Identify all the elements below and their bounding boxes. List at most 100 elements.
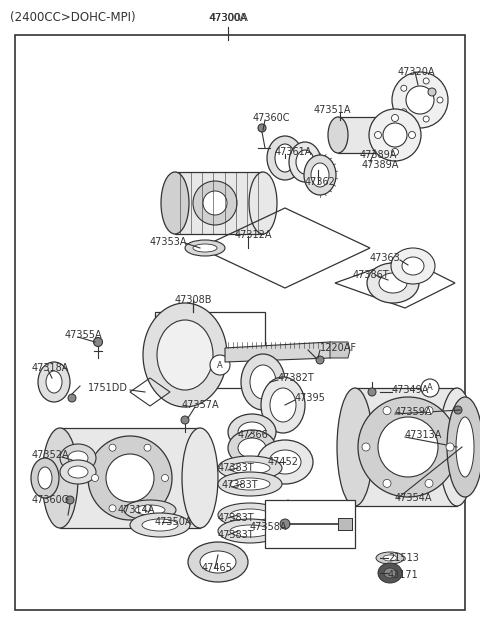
Ellipse shape (42, 428, 78, 528)
Ellipse shape (193, 244, 217, 252)
Text: 47314A: 47314A (118, 505, 156, 515)
Text: 47350A: 47350A (155, 517, 192, 527)
Ellipse shape (406, 86, 434, 114)
Ellipse shape (238, 422, 266, 442)
Ellipse shape (383, 555, 397, 561)
Text: 47465: 47465 (202, 563, 233, 573)
Ellipse shape (130, 513, 190, 537)
Ellipse shape (392, 72, 448, 128)
Ellipse shape (188, 542, 248, 582)
Ellipse shape (157, 320, 213, 390)
Ellipse shape (142, 519, 178, 531)
Circle shape (368, 388, 376, 396)
Text: 47352A: 47352A (32, 450, 70, 460)
Text: A: A (217, 361, 223, 370)
Text: 47361A: 47361A (275, 147, 312, 157)
Text: 1220AF: 1220AF (320, 343, 357, 353)
Text: 43171: 43171 (388, 570, 419, 580)
Bar (175, 172, 263, 234)
Ellipse shape (369, 109, 421, 161)
Text: 47383T: 47383T (222, 480, 259, 490)
Ellipse shape (230, 509, 270, 521)
Circle shape (362, 443, 370, 451)
Circle shape (181, 416, 189, 424)
Ellipse shape (358, 397, 458, 497)
Ellipse shape (38, 362, 70, 402)
Ellipse shape (228, 430, 276, 466)
Ellipse shape (31, 458, 59, 498)
Text: A: A (427, 384, 433, 392)
Ellipse shape (402, 257, 424, 275)
Ellipse shape (200, 551, 236, 573)
Text: 47363: 47363 (370, 253, 401, 263)
Ellipse shape (391, 248, 435, 284)
Ellipse shape (337, 388, 373, 506)
Circle shape (258, 124, 266, 132)
Ellipse shape (447, 397, 480, 497)
Text: 47300A: 47300A (209, 13, 247, 23)
Bar (155, 312, 265, 388)
Text: 47395: 47395 (295, 393, 326, 403)
Circle shape (94, 337, 103, 346)
Circle shape (425, 479, 433, 487)
Circle shape (383, 479, 391, 487)
Bar (265, 500, 355, 548)
Ellipse shape (275, 144, 295, 172)
Circle shape (392, 149, 398, 156)
Ellipse shape (38, 467, 52, 489)
Text: 21513: 21513 (388, 553, 419, 563)
Ellipse shape (378, 563, 402, 583)
Ellipse shape (241, 354, 285, 410)
Circle shape (66, 496, 74, 504)
Ellipse shape (380, 117, 400, 153)
Ellipse shape (250, 365, 276, 399)
Polygon shape (225, 342, 345, 362)
Text: 47349A: 47349A (392, 385, 430, 395)
Ellipse shape (230, 478, 270, 490)
Text: 47308B: 47308B (174, 295, 212, 305)
Ellipse shape (203, 191, 227, 215)
Bar (338, 518, 352, 530)
Text: 47358A: 47358A (249, 522, 287, 532)
Text: 47351A: 47351A (314, 105, 351, 115)
Circle shape (92, 475, 98, 482)
Bar (338, 117, 390, 153)
Circle shape (401, 85, 407, 91)
Text: 47312A: 47312A (235, 230, 273, 240)
Ellipse shape (182, 428, 218, 528)
Ellipse shape (230, 462, 270, 474)
Ellipse shape (106, 454, 154, 502)
Circle shape (408, 132, 416, 139)
Polygon shape (330, 342, 350, 358)
Ellipse shape (228, 414, 276, 450)
Text: 47386T: 47386T (353, 270, 390, 280)
Text: 47320A: 47320A (398, 67, 435, 77)
Text: 47382T: 47382T (278, 373, 315, 383)
Ellipse shape (383, 123, 407, 147)
Text: 1751DD: 1751DD (88, 383, 128, 393)
Text: 47383T: 47383T (218, 530, 254, 540)
Text: 47383T: 47383T (218, 463, 254, 473)
Ellipse shape (185, 240, 225, 256)
Circle shape (392, 115, 398, 122)
Circle shape (144, 444, 151, 451)
Circle shape (454, 406, 462, 414)
Ellipse shape (311, 163, 329, 187)
Ellipse shape (124, 500, 176, 520)
Ellipse shape (230, 525, 270, 537)
Ellipse shape (249, 172, 277, 234)
Text: 47357A: 47357A (182, 400, 220, 410)
Circle shape (423, 78, 429, 84)
Text: 47360C: 47360C (32, 495, 70, 505)
Circle shape (316, 356, 324, 364)
Text: 47318A: 47318A (32, 363, 70, 373)
Text: 47366: 47366 (238, 430, 269, 440)
Circle shape (446, 443, 454, 451)
Text: 47362: 47362 (305, 177, 336, 187)
Ellipse shape (68, 451, 88, 465)
Ellipse shape (379, 273, 407, 293)
Text: 47452: 47452 (268, 457, 299, 467)
Ellipse shape (367, 263, 419, 303)
Text: 47353A: 47353A (150, 237, 188, 247)
Ellipse shape (193, 181, 237, 225)
